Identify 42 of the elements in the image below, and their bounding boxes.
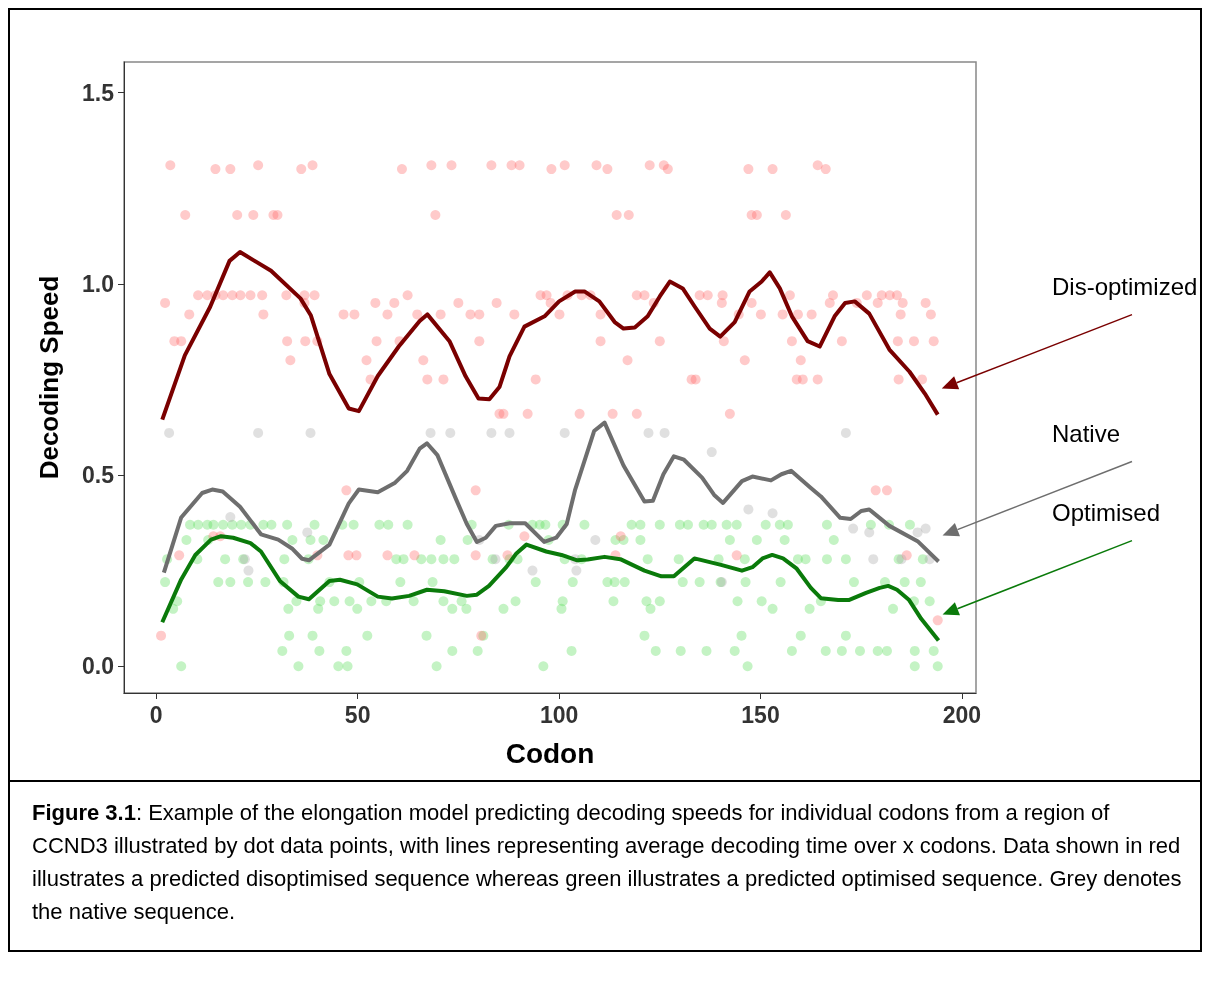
point <box>527 565 538 576</box>
point <box>486 427 497 438</box>
text: Optimised <box>1052 499 1161 527</box>
point <box>164 427 175 438</box>
y-tick-label: 1.5 <box>82 79 115 106</box>
point <box>590 535 601 546</box>
point <box>848 523 859 534</box>
point <box>253 427 264 438</box>
point <box>305 427 316 438</box>
point <box>302 527 313 538</box>
y-axis-title: Decoding Speed <box>34 275 64 480</box>
point <box>743 504 754 515</box>
point <box>425 427 436 438</box>
point <box>912 527 923 538</box>
text: Native <box>1052 419 1121 447</box>
point <box>243 565 254 576</box>
line-series <box>160 250 940 422</box>
x-tick-label: 50 <box>344 701 371 728</box>
point <box>868 554 879 565</box>
point <box>840 427 851 438</box>
x-axis-title: Codon <box>505 737 595 769</box>
text: Dis-optimized <box>1052 273 1198 301</box>
x-tick-label: 150 <box>741 701 780 728</box>
point <box>571 565 582 576</box>
point <box>504 427 515 438</box>
point <box>920 523 931 534</box>
point <box>559 427 570 438</box>
caption: Figure 3.1: Example of the elongation model predicting decoding speeds for individual codons from a region of CCND3 illustrated by dot data points, with lines representing average decoding time over x codons. Data shown in red illustrates a predicted disoptimised sequence whereas green illustrates a predicted optimised sequence. Grey denotes the native sequence. <box>32 799 1182 926</box>
point <box>767 508 778 519</box>
line-series <box>161 420 941 575</box>
y-tick-label: 0.5 <box>82 462 115 489</box>
point <box>864 527 875 538</box>
point <box>659 427 670 438</box>
y-tick-label: 1.0 <box>82 270 114 297</box>
x-tick-label: 200 <box>942 701 982 728</box>
point <box>225 512 236 523</box>
point <box>643 427 654 438</box>
point <box>706 447 717 458</box>
y-tick-label: 0.0 <box>82 653 114 680</box>
x-tick-label: 100 <box>539 701 579 728</box>
x-tick-label: 0 <box>149 701 163 728</box>
point <box>445 427 456 438</box>
